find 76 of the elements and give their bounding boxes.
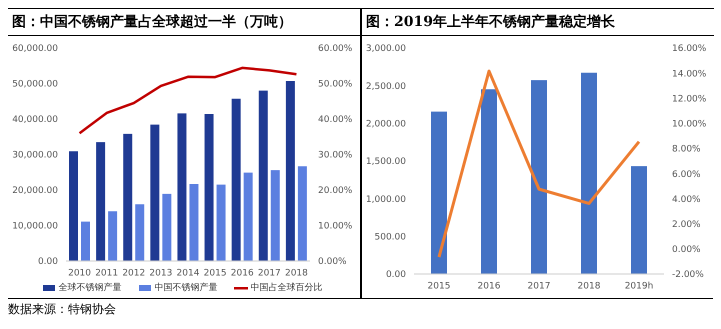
- bar: [69, 151, 78, 261]
- y-tick-label: 50,000.00: [12, 80, 58, 90]
- chart-title: 图：2019年上半年不锈钢产量稳定增长: [362, 8, 714, 36]
- bar: [216, 184, 226, 261]
- bar: [150, 124, 160, 261]
- y2-tick-label: 0.00%: [318, 257, 348, 268]
- y2-tick-label: 10.00%: [318, 222, 353, 232]
- x-tick-label: 2012: [122, 268, 146, 278]
- y2-tick-label: 14.00%: [672, 69, 707, 80]
- y2-tick-label: 30.00%: [318, 150, 353, 161]
- bar: [298, 166, 307, 261]
- y-tick-label: 0.00: [386, 270, 406, 280]
- x-tick-label: 2017: [528, 281, 550, 292]
- source-note: 数据来源：特钢协会: [8, 301, 117, 318]
- bar: [286, 81, 295, 261]
- x-tick-label: 2017: [258, 268, 281, 278]
- x-tick-label: 2015: [204, 268, 227, 278]
- y-tick-label: 2,500.00: [366, 82, 406, 92]
- x-tick-label: 2016: [230, 268, 254, 278]
- y-tick-label: 10,000.00: [12, 222, 58, 232]
- y-tick-label: 40,000.00: [12, 115, 58, 126]
- bar: [162, 194, 172, 261]
- bar: [481, 89, 497, 274]
- x-tick-label: 2018: [578, 281, 601, 292]
- bar: [270, 170, 280, 261]
- bar: [581, 72, 597, 274]
- bar: [258, 90, 268, 261]
- bar: [204, 114, 214, 261]
- y2-tick-label: -2.00%: [672, 270, 704, 280]
- y-tick-label: 500.00: [374, 232, 406, 243]
- y2-tick-label: 6.00%: [672, 170, 702, 180]
- bar: [189, 184, 198, 261]
- bar: [123, 134, 132, 261]
- bar: [431, 112, 447, 274]
- y2-tick-label: 50.00%: [318, 80, 353, 90]
- y2-tick-label: 0.00%: [672, 245, 702, 256]
- y-tick-label: 20,000.00: [12, 186, 58, 196]
- x-tick-label: 2015: [428, 281, 450, 292]
- line-series: [438, 70, 640, 259]
- y2-tick-label: 16.00%: [672, 44, 707, 54]
- y2-tick-label: 4.00%: [672, 194, 702, 205]
- y-tick-label: 1,500.00: [366, 157, 406, 168]
- chart-title: 图：中国不锈钢产量占全球超过一半（万吨）: [8, 8, 360, 36]
- x-tick-label: 2013: [149, 268, 172, 278]
- bar: [108, 211, 118, 261]
- y-tick-label: 1,000.00: [366, 194, 406, 205]
- y2-tick-label: 12.00%: [672, 94, 707, 104]
- y2-tick-label: 20.00%: [318, 186, 353, 196]
- bar: [96, 142, 106, 261]
- legend-label: 中国占全球百分比: [250, 282, 322, 294]
- y-tick-label: 60,000.00: [12, 44, 58, 54]
- y-tick-label: 2,000.00: [366, 120, 406, 130]
- bar: [631, 166, 647, 274]
- x-tick-label: 2019h: [624, 281, 654, 292]
- y2-tick-label: 40.00%: [318, 115, 353, 126]
- line-series: [78, 66, 298, 134]
- y-tick-label: 0.00: [38, 257, 58, 268]
- x-tick-label: 2018: [284, 268, 308, 278]
- bar: [81, 222, 90, 261]
- bar: [135, 204, 144, 261]
- legend-label: 全球不锈钢产量: [58, 282, 122, 294]
- bar: [177, 113, 186, 261]
- y2-tick-label: 10.00%: [672, 120, 707, 130]
- y2-tick-label: 8.00%: [672, 144, 702, 155]
- y-tick-label: 3,000.00: [366, 44, 406, 54]
- bar: [244, 172, 253, 261]
- legend-label: 中国不锈钢产量: [154, 282, 218, 294]
- bar: [232, 98, 241, 261]
- x-tick-label: 2014: [176, 268, 200, 278]
- y2-tick-label: 60.00%: [318, 44, 353, 54]
- x-tick-label: 2011: [95, 268, 118, 278]
- x-tick-label: 2016: [478, 281, 501, 292]
- y2-tick-label: 2.00%: [672, 220, 702, 230]
- x-tick-label: 2010: [68, 268, 92, 278]
- bar: [531, 80, 547, 274]
- y-tick-label: 30,000.00: [12, 150, 58, 161]
